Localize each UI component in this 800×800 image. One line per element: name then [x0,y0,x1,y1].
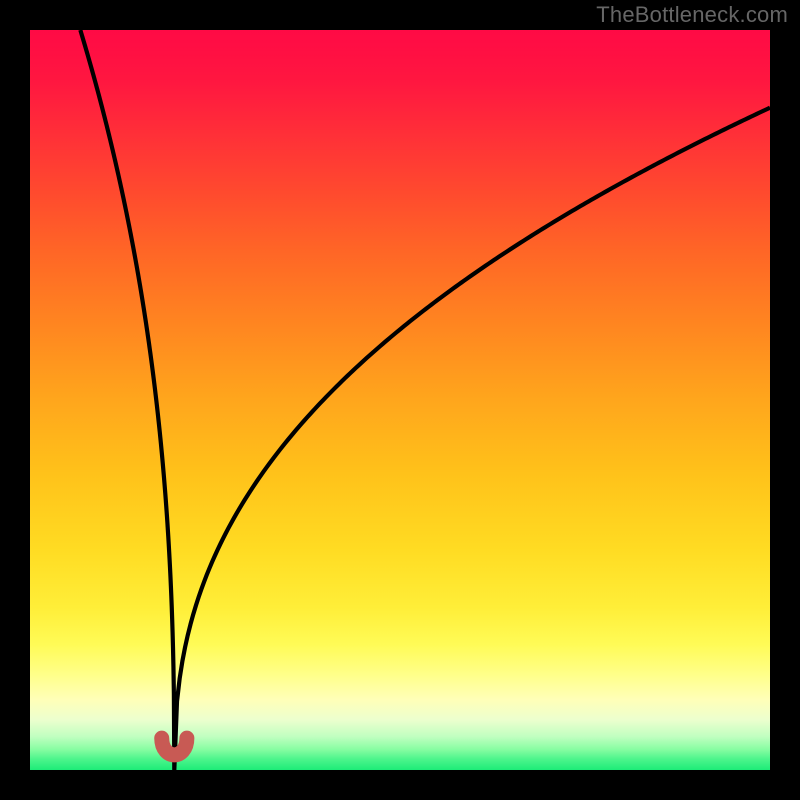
watermark-text: TheBottleneck.com [596,2,788,28]
plot-background [30,30,770,770]
chart-svg [0,0,800,800]
stage: TheBottleneck.com [0,0,800,800]
